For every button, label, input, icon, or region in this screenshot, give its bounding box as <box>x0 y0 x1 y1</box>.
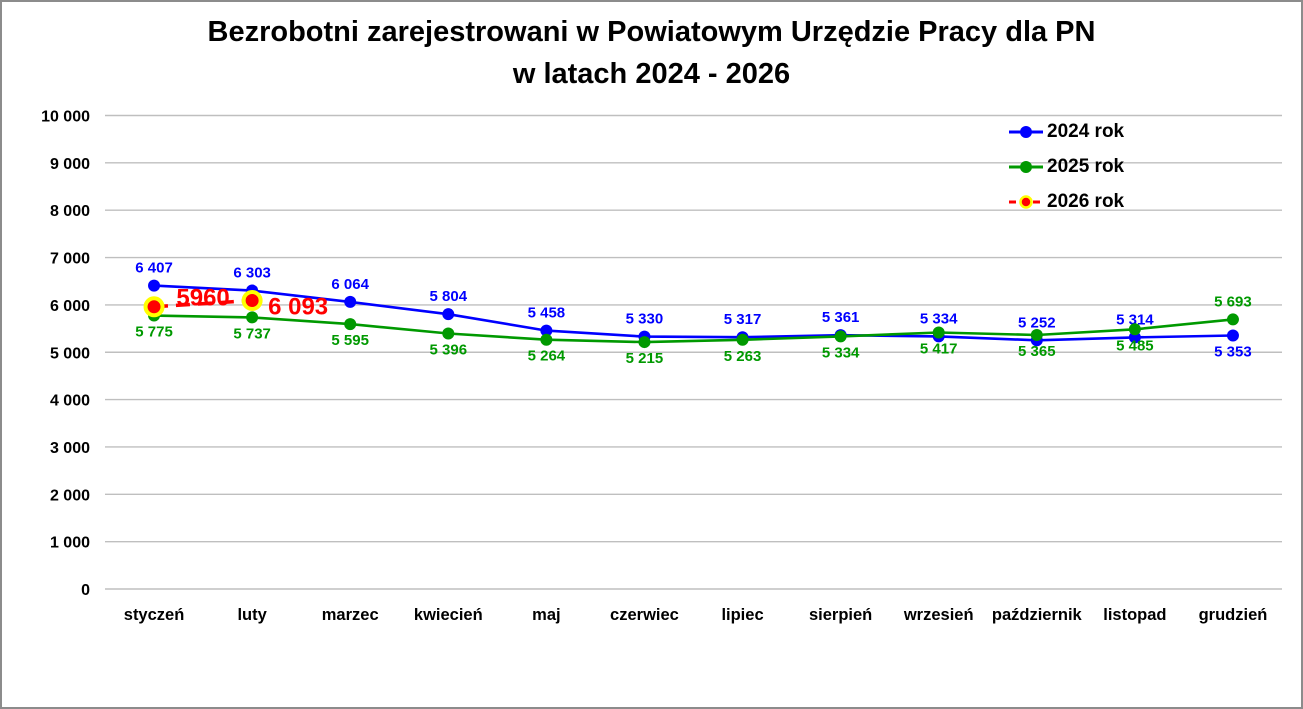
legend-item-2025-rok: 2025 rok <box>1008 149 1124 184</box>
x-tick-label: sierpień <box>809 606 872 624</box>
data-point-2025-rok <box>1128 323 1141 336</box>
legend-label-2025-rok: 2025 rok <box>1047 155 1125 177</box>
x-tick-label: październik <box>992 606 1083 624</box>
data-label-2025-rok: 5 365 <box>1018 343 1056 360</box>
data-label-2024-rok: 5 314 <box>1116 311 1154 328</box>
data-label-2025-rok: 5 396 <box>430 341 468 358</box>
data-label-2024-rok: 5 334 <box>920 310 958 327</box>
data-label-2024-rok: 6 064 <box>331 276 369 293</box>
legend-marker-2026-rok <box>1009 194 1043 209</box>
data-label-2025-rok: 5 737 <box>233 325 271 342</box>
y-tick-label: 2 000 <box>50 487 90 504</box>
data-label-2025-rok: 5 215 <box>626 350 664 367</box>
data-label-2025-rok: 5 693 <box>1214 293 1252 310</box>
series-line-2025-rok <box>153 314 1234 344</box>
x-tick-label: styczeń <box>124 606 185 624</box>
y-tick-label: 1 000 <box>50 535 90 552</box>
data-point-2026-rok <box>143 296 165 318</box>
x-tick-label: grudzień <box>1199 606 1268 624</box>
x-tick-label: listopad <box>1103 606 1166 624</box>
x-tick-label: lipiec <box>721 606 763 624</box>
data-point-2025-rok <box>540 333 553 346</box>
y-tick-label: 4 000 <box>50 393 90 410</box>
x-tick-label: czerwiec <box>610 606 679 624</box>
x-tick-label: marzec <box>322 606 379 624</box>
data-label-2025-rok: 5 263 <box>724 348 762 365</box>
x-tick-label: luty <box>237 606 267 624</box>
data-label-2024-rok: 5 353 <box>1214 344 1252 361</box>
legend-marker-2024-rok <box>1009 125 1043 138</box>
y-tick-label: 9 000 <box>50 156 90 173</box>
y-tick-label: 0 <box>81 582 90 599</box>
y-tick-label: 8 000 <box>50 203 90 220</box>
data-label-2024-rok: 5 252 <box>1018 314 1056 331</box>
y-tick-label: 6 000 <box>50 298 90 315</box>
data-point-2024-rok <box>540 324 553 337</box>
data-label-2024-rok: 5 330 <box>626 311 664 328</box>
chart-title: Bezrobotni zarejestrowani w Powiatowym U… <box>2 2 1301 95</box>
x-tick-label: kwiecień <box>414 606 483 624</box>
data-point-2025-rok <box>1030 328 1043 341</box>
data-label-2025-rok: 5 264 <box>528 348 566 365</box>
x-tick-label: maj <box>532 606 560 624</box>
data-label-2024-rok: 6 303 <box>233 265 271 282</box>
data-point-2025-rok <box>1226 313 1239 326</box>
data-point-2025-rok <box>246 311 259 324</box>
data-label-2024-rok: 5 361 <box>822 309 860 326</box>
y-tick-label: 5 000 <box>50 345 90 362</box>
y-tick-label: 10 000 <box>41 109 90 126</box>
data-label-2024-rok: 5 804 <box>430 288 468 305</box>
y-tick-label: 7 000 <box>50 251 90 268</box>
legend: 2024 rok 2025 rok 2026 rok <box>1008 114 1124 219</box>
data-label-2024-rok: 5 317 <box>724 311 762 328</box>
chart-title-line-2: w latach 2024 - 2026 <box>512 58 791 90</box>
data-label-2025-rok: 5 485 <box>1116 337 1154 354</box>
data-point-2024-rok <box>148 279 161 292</box>
y-tick-label: 3 000 <box>50 440 90 457</box>
legend-item-2024-rok: 2024 rok <box>1008 114 1124 149</box>
chart-title-line-1: Bezrobotni zarejestrowani w Powiatowym U… <box>207 16 1096 48</box>
data-point-2025-rok <box>932 326 945 339</box>
data-label-2024-rok: 6 407 <box>135 260 173 277</box>
data-label-2025-rok: 5 417 <box>920 341 958 358</box>
data-label-2025-rok: 5 775 <box>135 324 173 341</box>
data-label-2025-rok: 5 334 <box>822 344 860 361</box>
legend-marker-2025-rok <box>1009 160 1043 173</box>
data-point-2024-rok <box>344 295 357 308</box>
data-label-2026-rok: 5960 <box>176 285 229 312</box>
data-label-2025-rok: 5 595 <box>331 332 369 349</box>
data-point-2024-rok <box>442 308 455 321</box>
data-point-2025-rok <box>736 333 749 346</box>
data-point-2026-rok <box>241 289 263 311</box>
data-point-2025-rok <box>344 318 357 331</box>
data-point-2025-rok <box>834 330 847 343</box>
data-label-2024-rok: 5 458 <box>528 305 566 322</box>
series-line-2024-rok <box>153 284 1234 342</box>
data-point-2025-rok <box>638 336 651 349</box>
data-point-2024-rok <box>1226 329 1239 342</box>
x-tick-label: wrzesień <box>903 606 974 624</box>
legend-item-2026-rok: 2026 rok <box>1008 184 1124 219</box>
data-point-2025-rok <box>442 327 455 340</box>
data-label-2026-rok: 6 093 <box>268 293 328 320</box>
series-line-2026-rok <box>153 298 253 309</box>
legend-label-2024-rok: 2024 rok <box>1047 120 1125 142</box>
legend-label-2026-rok: 2026 rok <box>1047 190 1125 212</box>
